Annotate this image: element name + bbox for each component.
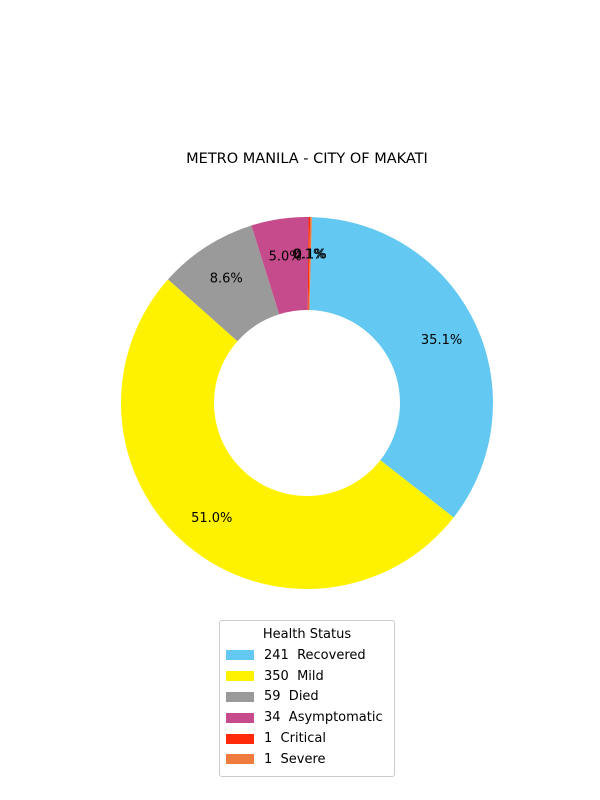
slice-mild: [120, 279, 454, 590]
legend-label: 241 Recovered: [264, 647, 366, 663]
slice-group: [120, 217, 493, 590]
slice-severe: [308, 217, 312, 311]
legend-swatch: [226, 671, 254, 682]
legend-item-mild: 350 Mild: [220, 666, 394, 687]
legend-item-severe: 1 Severe: [220, 749, 394, 770]
percent-label-recovered: 35.1%: [421, 333, 462, 348]
legend-label: 350 Mild: [264, 668, 324, 684]
legend-label: 59 Died: [264, 689, 319, 705]
legend-label: 1 Severe: [264, 751, 326, 767]
legend-swatch: [226, 733, 254, 744]
legend: Health Status 241 Recovered 350 Mild 59 Di…: [219, 620, 395, 777]
legend-label: 1 Critical: [264, 731, 327, 747]
percent-label-severe: 0.1%: [294, 248, 327, 263]
percent-label-group: 35.1%51.0%8.6%5.0%0.1%0.1%: [191, 248, 462, 526]
percent-label-asymptomatic: 5.0%: [269, 249, 302, 264]
percent-label-critical: 0.1%: [292, 248, 325, 263]
legend-item-died: 59 Died: [220, 687, 394, 708]
percent-label-died: 8.6%: [210, 272, 243, 287]
legend-swatch: [226, 650, 254, 661]
legend-swatch: [226, 691, 254, 702]
slice-critical: [307, 217, 311, 311]
percent-label-mild: 51.0%: [191, 511, 232, 526]
chart-title: METRO MANILA - CITY OF MAKATI: [186, 151, 428, 167]
slice-died: [168, 225, 280, 342]
legend-item-asymptomatic: 34 Asymptomatic: [220, 707, 394, 728]
legend-swatch: [226, 754, 254, 765]
slice-asymptomatic: [251, 217, 309, 315]
legend-label: 34 Asymptomatic: [264, 710, 383, 726]
legend-item-critical: 1 Critical: [220, 728, 394, 749]
legend-item-recovered: 241 Recovered: [220, 645, 394, 666]
legend-items: 241 Recovered 350 Mild 59 Died 34 Asymptoma…: [220, 645, 394, 770]
legend-swatch: [226, 712, 254, 723]
legend-title: Health Status: [262, 627, 352, 642]
slice-recovered: [309, 217, 493, 518]
